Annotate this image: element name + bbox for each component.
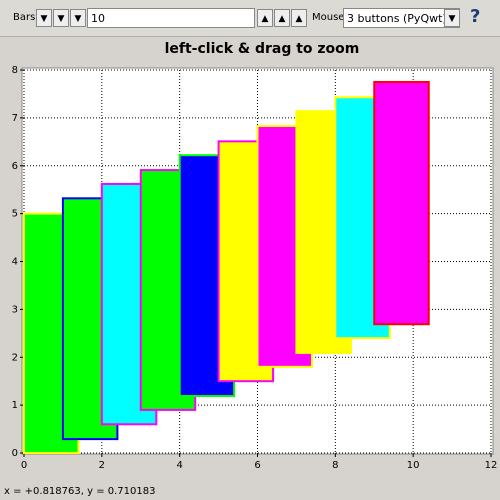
y-tick-label: 4 xyxy=(12,257,18,268)
spin-down[interactable]: ▼ xyxy=(70,9,86,27)
bars-label: Bars xyxy=(13,12,36,23)
plot: left-click & drag to zoom x = +0.818763,… xyxy=(4,41,498,497)
mouse-label: Mouse xyxy=(312,12,345,23)
y-tick-label: 7 xyxy=(12,113,18,124)
x-tick-label: 12 xyxy=(485,460,498,471)
spin-up-page[interactable]: ▲ xyxy=(274,9,290,27)
x-tick-label: 6 xyxy=(254,460,260,471)
y-tick-label: 0 xyxy=(12,448,18,459)
help-button[interactable]: ? xyxy=(470,6,481,27)
y-tick-label: 6 xyxy=(12,161,18,172)
spin-up-fast[interactable]: ▲ xyxy=(291,9,307,27)
status-text: x = +0.818763, y = 0.710183 xyxy=(4,486,155,497)
chart-title: left-click & drag to zoom xyxy=(165,41,360,57)
y-tick-label: 5 xyxy=(12,209,18,220)
x-tick-label: 8 xyxy=(332,460,338,471)
y-tick-label: 8 xyxy=(12,65,18,76)
spin-down-page[interactable]: ▼ xyxy=(53,9,69,27)
y-tick-label: 1 xyxy=(12,400,18,411)
x-tick-label: 10 xyxy=(407,460,420,471)
x-tick-label: 4 xyxy=(176,460,182,471)
mouse-combo[interactable]: 3 buttons (PyQwt) xyxy=(343,8,460,28)
bars-input[interactable]: 10 xyxy=(87,8,255,28)
spin-down-fast[interactable]: ▼ xyxy=(36,9,52,27)
toolbar: Bars ▼ ▼ ▼ 10 ▲ ▲ ▲ Mouse 3 buttons (PyQ… xyxy=(0,0,500,37)
y-tick-label: 3 xyxy=(12,304,18,315)
bar xyxy=(373,80,430,326)
spin-up[interactable]: ▲ xyxy=(257,9,273,27)
combo-arrow[interactable]: ▼ xyxy=(444,9,460,27)
y-tick-label: 2 xyxy=(12,352,18,363)
x-tick-label: 2 xyxy=(99,460,105,471)
x-tick-label: 0 xyxy=(21,460,27,471)
